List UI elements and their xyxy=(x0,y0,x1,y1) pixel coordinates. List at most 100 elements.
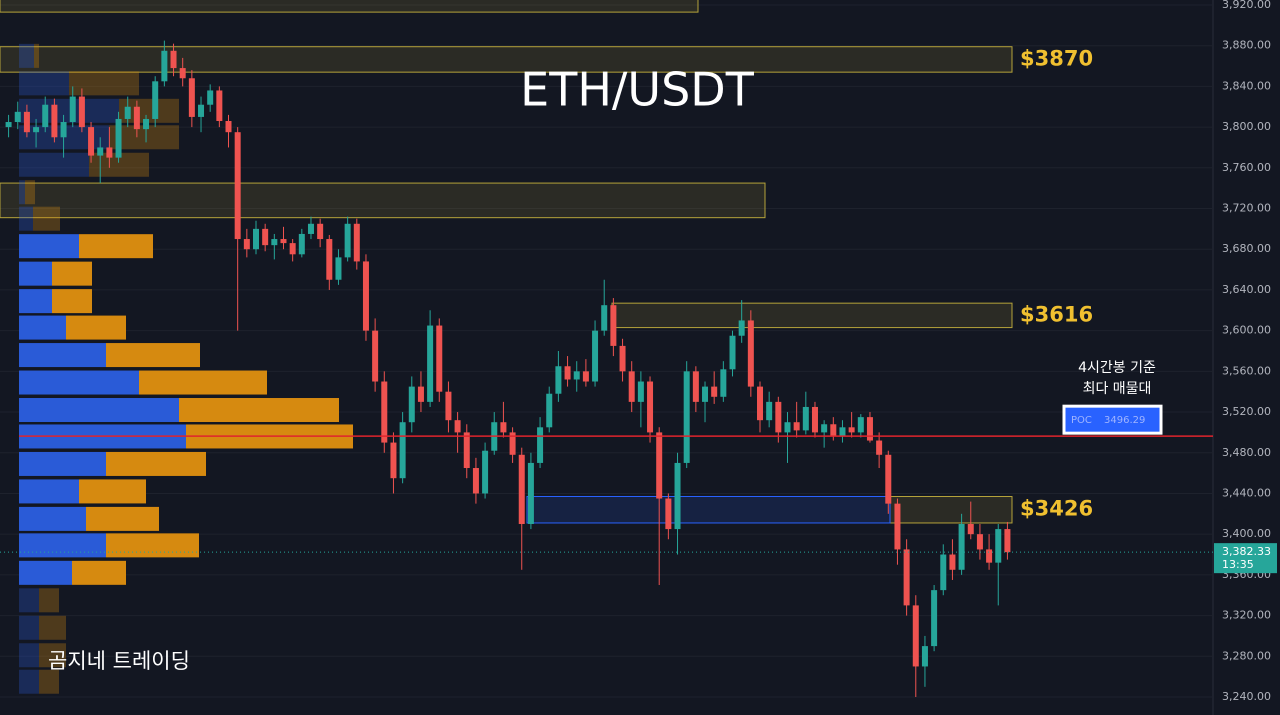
profile-sell xyxy=(106,533,199,558)
candle-body xyxy=(188,78,195,117)
price-zone xyxy=(611,302,1013,329)
last-price-label: 3,382.33 xyxy=(1222,545,1271,558)
candle-body xyxy=(619,345,626,372)
candle-body xyxy=(839,427,846,437)
candle-body xyxy=(69,96,76,123)
y-tick-label: 3,720.00 xyxy=(1222,202,1271,215)
candle-body xyxy=(857,417,864,433)
profile-buy xyxy=(19,152,89,177)
profile-sell xyxy=(34,43,39,68)
y-tick-label: 3,520.00 xyxy=(1222,405,1271,418)
profile-buy xyxy=(19,71,69,96)
candle-body xyxy=(106,147,113,158)
y-tick-label: 3,560.00 xyxy=(1222,364,1271,377)
candle-body xyxy=(317,223,324,240)
candle-body xyxy=(931,590,938,647)
profile-buy xyxy=(19,506,86,531)
profile-sell xyxy=(39,643,66,668)
candle-body xyxy=(454,420,461,433)
candle-body xyxy=(463,432,470,469)
candle-body xyxy=(271,239,278,246)
profile-buy xyxy=(19,343,106,368)
candle-body xyxy=(60,122,67,138)
candle-body xyxy=(958,523,965,570)
profile-sell xyxy=(39,588,59,613)
candle-body xyxy=(986,549,993,563)
y-tick-label: 3,480.00 xyxy=(1222,446,1271,459)
profile-sell xyxy=(39,669,59,694)
profile-buy xyxy=(19,206,33,231)
profile-sell xyxy=(33,206,60,231)
profile-sell xyxy=(72,560,126,585)
candle-body xyxy=(161,50,168,82)
candle-body xyxy=(298,233,305,255)
y-tick-label: 3,280.00 xyxy=(1222,649,1271,662)
candle-body xyxy=(711,386,718,397)
profile-buy xyxy=(19,289,52,314)
profile-buy xyxy=(19,451,106,476)
profile-buy xyxy=(19,398,179,423)
candle-body xyxy=(555,366,562,394)
candle-body xyxy=(262,228,269,246)
candle-body xyxy=(198,104,205,117)
candle-body xyxy=(903,549,910,606)
profile-buy xyxy=(19,479,79,504)
candle-body xyxy=(738,320,745,336)
chart-title: ETH/USDT xyxy=(520,63,755,117)
candle-body xyxy=(381,381,388,443)
candle-body xyxy=(564,366,571,380)
candle-body xyxy=(811,406,818,433)
y-tick-label: 3,760.00 xyxy=(1222,161,1271,174)
candle-body xyxy=(582,371,589,382)
poc-label: POC xyxy=(1071,415,1092,426)
candle-body xyxy=(225,120,232,133)
profile-sell xyxy=(69,71,139,96)
candle-body xyxy=(417,386,424,402)
candle-body xyxy=(610,305,617,346)
candle-body xyxy=(5,122,12,128)
candle-body xyxy=(683,371,690,463)
profile-buy xyxy=(19,615,39,640)
candle-body xyxy=(830,424,837,437)
candle-body xyxy=(289,243,296,255)
candle-body xyxy=(179,68,186,79)
candle-body xyxy=(885,454,892,504)
candle-body xyxy=(894,503,901,550)
candle-body xyxy=(949,554,956,570)
zone-label: $3870 xyxy=(1020,46,1093,70)
candle-body xyxy=(912,605,919,667)
candle-body xyxy=(33,127,40,133)
candle-body xyxy=(967,523,974,535)
candle-body xyxy=(427,325,434,402)
y-tick-label: 3,400.00 xyxy=(1222,527,1271,540)
profile-sell xyxy=(179,398,339,423)
y-tick-label: 3,680.00 xyxy=(1222,242,1271,255)
profile-buy xyxy=(19,643,39,668)
candle-body xyxy=(78,96,85,128)
candle-body xyxy=(253,228,259,250)
candle-body xyxy=(628,371,635,402)
profile-buy xyxy=(19,98,119,123)
candle-body xyxy=(692,371,699,402)
profile-sell xyxy=(39,615,66,640)
candle-body xyxy=(802,406,809,431)
candle-body xyxy=(280,239,287,244)
candle-body xyxy=(784,422,791,433)
candle-body xyxy=(207,90,214,105)
candle-body xyxy=(216,90,223,121)
profile-sell xyxy=(106,451,206,476)
candle-body xyxy=(14,111,21,123)
candle-body xyxy=(747,320,754,387)
candle-body xyxy=(362,261,369,331)
profile-buy xyxy=(19,315,66,340)
y-tick-label: 3,880.00 xyxy=(1222,39,1271,52)
y-tick-label: 3,440.00 xyxy=(1222,486,1271,499)
candle-body xyxy=(546,393,553,428)
candle-body xyxy=(940,554,947,591)
candle-body xyxy=(500,422,507,433)
profile-sell xyxy=(25,180,35,205)
price-zone xyxy=(0,46,1013,73)
